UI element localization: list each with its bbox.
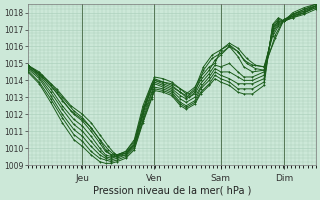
X-axis label: Pression niveau de la mer( hPa ): Pression niveau de la mer( hPa ) <box>92 186 251 196</box>
